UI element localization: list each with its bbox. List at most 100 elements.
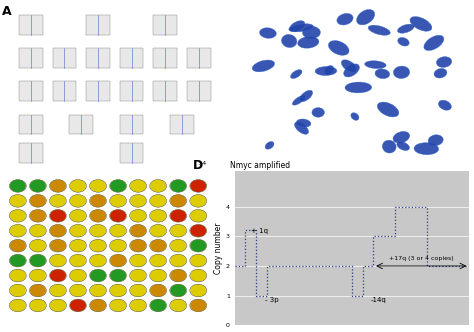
Ellipse shape	[424, 35, 444, 50]
Circle shape	[30, 180, 45, 191]
Ellipse shape	[315, 66, 337, 75]
Circle shape	[51, 195, 65, 206]
Circle shape	[171, 255, 186, 266]
Circle shape	[131, 210, 146, 221]
Circle shape	[51, 240, 65, 251]
Circle shape	[171, 195, 186, 206]
Circle shape	[91, 210, 105, 221]
FancyBboxPatch shape	[19, 143, 43, 163]
Circle shape	[151, 210, 165, 221]
Circle shape	[111, 255, 126, 266]
Ellipse shape	[328, 41, 349, 55]
Circle shape	[71, 195, 85, 206]
Ellipse shape	[345, 82, 372, 93]
Circle shape	[191, 255, 206, 266]
Circle shape	[171, 285, 186, 296]
Ellipse shape	[434, 68, 447, 78]
Text: +17q (3 or 4 copies): +17q (3 or 4 copies)	[389, 256, 454, 261]
Circle shape	[71, 180, 85, 191]
Ellipse shape	[410, 17, 432, 31]
Ellipse shape	[344, 64, 359, 77]
Circle shape	[30, 195, 45, 206]
Circle shape	[131, 300, 146, 311]
Circle shape	[30, 270, 45, 281]
Circle shape	[30, 210, 45, 221]
Circle shape	[131, 255, 146, 266]
Circle shape	[171, 240, 186, 251]
Circle shape	[10, 225, 25, 236]
FancyBboxPatch shape	[187, 81, 210, 101]
Circle shape	[71, 225, 85, 236]
Circle shape	[131, 195, 146, 206]
Circle shape	[91, 270, 105, 281]
Circle shape	[30, 225, 45, 236]
Circle shape	[30, 240, 45, 251]
Ellipse shape	[393, 131, 410, 143]
Circle shape	[71, 285, 85, 296]
Ellipse shape	[341, 60, 357, 72]
Ellipse shape	[294, 122, 309, 134]
Circle shape	[111, 285, 126, 296]
Ellipse shape	[325, 65, 334, 74]
Circle shape	[91, 240, 105, 251]
Text: B: B	[242, 5, 251, 18]
Circle shape	[71, 300, 85, 311]
FancyBboxPatch shape	[153, 48, 177, 68]
Circle shape	[51, 285, 65, 296]
Circle shape	[171, 180, 186, 191]
FancyBboxPatch shape	[53, 81, 76, 101]
Ellipse shape	[414, 143, 438, 155]
Circle shape	[71, 240, 85, 251]
Circle shape	[30, 300, 45, 311]
Ellipse shape	[375, 69, 390, 79]
Text: -14q: -14q	[371, 296, 386, 302]
Ellipse shape	[265, 141, 274, 149]
Circle shape	[71, 270, 85, 281]
Circle shape	[151, 300, 165, 311]
Circle shape	[131, 225, 146, 236]
Circle shape	[171, 210, 186, 221]
Circle shape	[30, 255, 45, 266]
Circle shape	[111, 300, 126, 311]
Ellipse shape	[356, 10, 375, 25]
FancyBboxPatch shape	[53, 48, 76, 68]
Ellipse shape	[291, 70, 302, 78]
Circle shape	[10, 255, 25, 266]
Circle shape	[151, 180, 165, 191]
Circle shape	[151, 255, 165, 266]
FancyBboxPatch shape	[19, 81, 43, 101]
Ellipse shape	[351, 113, 359, 120]
Ellipse shape	[368, 25, 390, 35]
Circle shape	[131, 180, 146, 191]
Ellipse shape	[312, 108, 324, 117]
Circle shape	[191, 225, 206, 236]
Circle shape	[131, 270, 146, 281]
Ellipse shape	[383, 140, 396, 153]
Ellipse shape	[292, 96, 305, 105]
Circle shape	[91, 255, 105, 266]
Text: - 3p: - 3p	[265, 296, 279, 302]
Text: + 1q: + 1q	[251, 228, 268, 234]
Ellipse shape	[300, 90, 312, 102]
FancyBboxPatch shape	[153, 15, 177, 35]
Ellipse shape	[437, 57, 452, 67]
Text: C: C	[2, 171, 11, 184]
FancyBboxPatch shape	[119, 48, 143, 68]
Circle shape	[51, 255, 65, 266]
Circle shape	[51, 270, 65, 281]
FancyBboxPatch shape	[119, 115, 143, 134]
FancyBboxPatch shape	[19, 48, 43, 68]
Circle shape	[51, 180, 65, 191]
FancyBboxPatch shape	[153, 81, 177, 101]
Circle shape	[151, 225, 165, 236]
Ellipse shape	[298, 37, 319, 48]
Circle shape	[51, 225, 65, 236]
FancyBboxPatch shape	[170, 115, 194, 134]
Text: A: A	[2, 5, 12, 18]
FancyBboxPatch shape	[86, 48, 110, 68]
FancyBboxPatch shape	[19, 15, 43, 35]
Circle shape	[111, 270, 126, 281]
FancyBboxPatch shape	[187, 48, 210, 68]
Circle shape	[191, 195, 206, 206]
Ellipse shape	[296, 119, 311, 127]
